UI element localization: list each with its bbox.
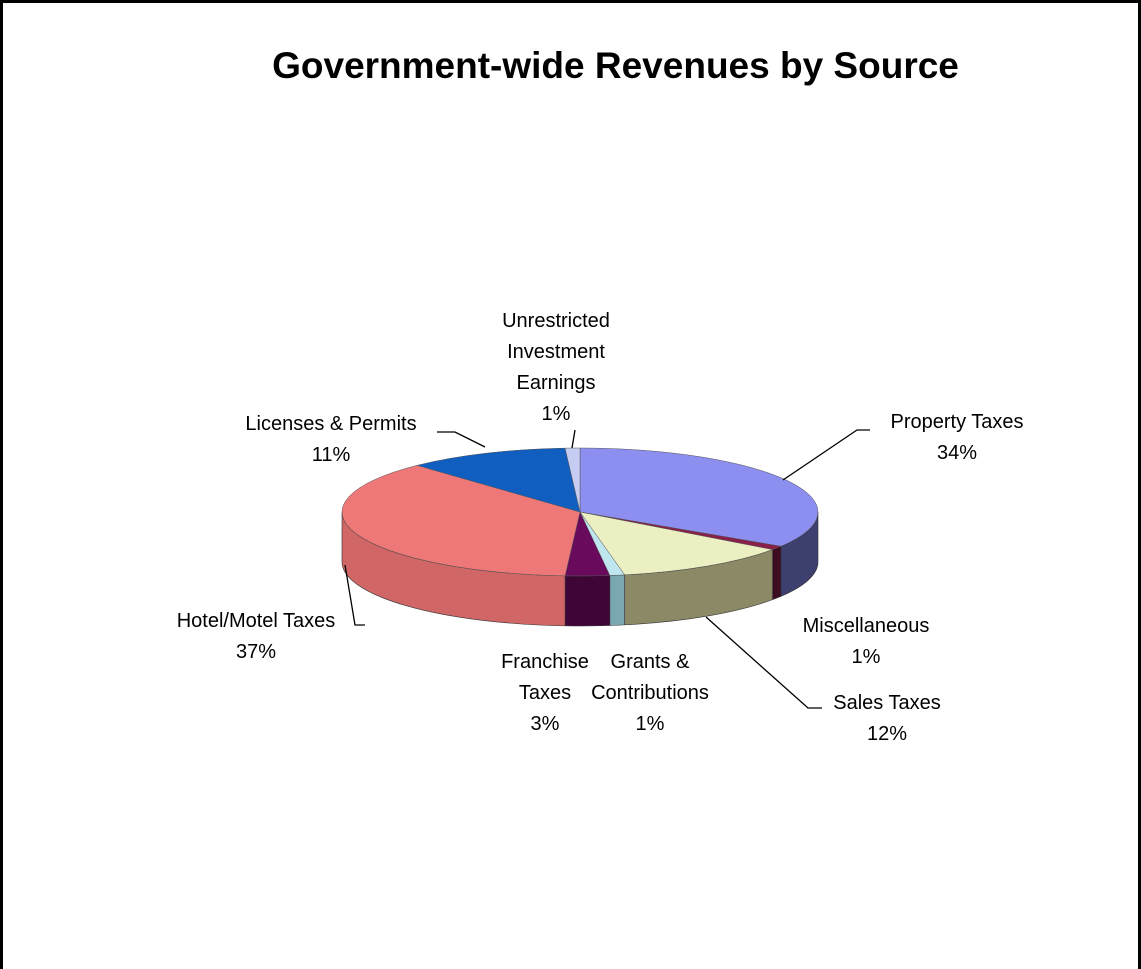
- leader-line-property-taxes: [782, 429, 870, 481]
- leader-line-unrestricted-investment-earnings: [571, 429, 576, 449]
- pie-slice-property-taxes: [579, 447, 819, 547]
- slice-value-sales-taxes: 12%: [867, 723, 907, 745]
- slice-label-franchise-taxes: Franchise Taxes 3%: [501, 651, 589, 735]
- slice-label-miscellaneous: Miscellaneous 1%: [803, 615, 930, 668]
- slice-label-unrestricted-investment-earnings: Unrestricted Investment Earnings 1%: [502, 310, 610, 425]
- pie-side-grants-contributions: [609, 574, 625, 626]
- slice-label-licenses-permits: Licenses & Permits 11%: [245, 413, 416, 466]
- slice-label-grants-contributions: Grants & Contributions 1%: [591, 651, 709, 735]
- slice-value-licenses-permits: 11%: [312, 444, 351, 466]
- pie-side-franchise-taxes: [564, 575, 611, 627]
- slice-label-hotel-motel-taxes: Hotel/Motel Taxes 37%: [177, 610, 336, 663]
- slice-value-unrestricted-investment-earnings: 1%: [542, 403, 571, 425]
- pie-slice-licenses-permits: [416, 447, 581, 513]
- pie-slice-hotel-motel-taxes: [341, 465, 581, 577]
- slice-value-grants-contributions: 1%: [636, 713, 665, 735]
- slice-value-miscellaneous: 1%: [852, 646, 881, 668]
- chart-title: Government-wide Revenues by Source: [272, 45, 959, 86]
- pie-slice-sales-taxes: [579, 511, 774, 576]
- slice-label-property-taxes: Property Taxes 34%: [890, 411, 1023, 464]
- pie-side-miscellaneous: [772, 545, 782, 601]
- leader-line-sales-taxes: [705, 616, 822, 709]
- leader-line-hotel-motel-taxes: [344, 564, 365, 626]
- slice-value-franchise-taxes: 3%: [531, 713, 560, 735]
- leader-line-licenses-permits: [437, 431, 486, 448]
- slice-value-hotel-motel-taxes: 37%: [236, 641, 276, 663]
- slice-value-property-taxes: 34%: [937, 442, 977, 464]
- slice-label-sales-taxes: Sales Taxes 12%: [833, 692, 940, 745]
